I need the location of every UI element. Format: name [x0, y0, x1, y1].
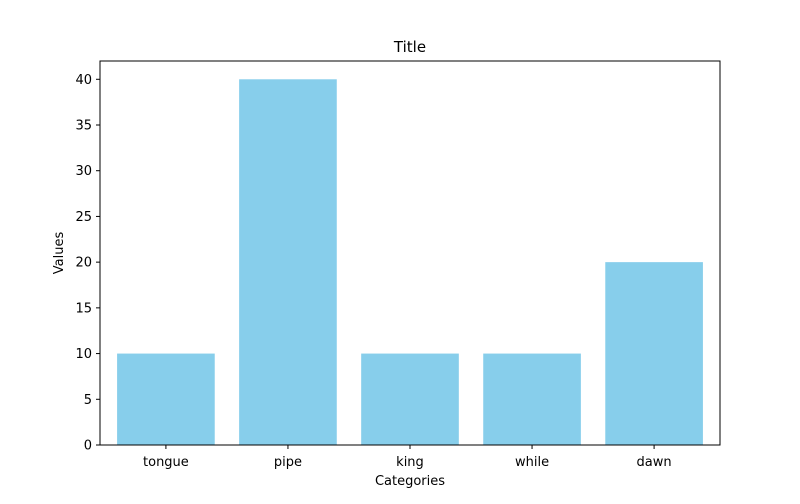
y-tick-label: 10: [75, 347, 92, 362]
plot-area-frame: [99, 60, 721, 446]
chart-title: Title: [393, 38, 426, 56]
y-tick-label: 30: [75, 164, 92, 179]
bar-king: [361, 353, 459, 445]
y-tick-label: 20: [75, 256, 92, 271]
x-tick-label: dawn: [637, 455, 672, 470]
y-tick-label: 35: [75, 119, 92, 134]
x-tick-label: while: [515, 455, 549, 470]
y-tick-label: 15: [75, 301, 92, 316]
y-tick-label: 5: [84, 393, 92, 408]
x-axis-ticks: tongue pipe king while dawn: [143, 445, 672, 470]
bar-dawn: [605, 262, 703, 445]
bar-pipe: [239, 79, 337, 445]
y-axis-label: Values: [52, 232, 67, 275]
y-axis-ticks: 0 5 10 15 20 25 30 35 40: [75, 73, 100, 454]
x-tick-label: king: [396, 455, 424, 470]
bar-tongue: [117, 353, 215, 445]
bar-while: [483, 353, 581, 445]
x-tick-label: tongue: [143, 455, 189, 470]
x-tick-label: pipe: [274, 455, 302, 470]
y-tick-label: 25: [75, 210, 92, 225]
bars-group: [117, 79, 703, 445]
y-tick-label: 40: [75, 73, 92, 88]
y-tick-label: 0: [84, 439, 92, 454]
x-axis-label: Categories: [375, 474, 445, 489]
